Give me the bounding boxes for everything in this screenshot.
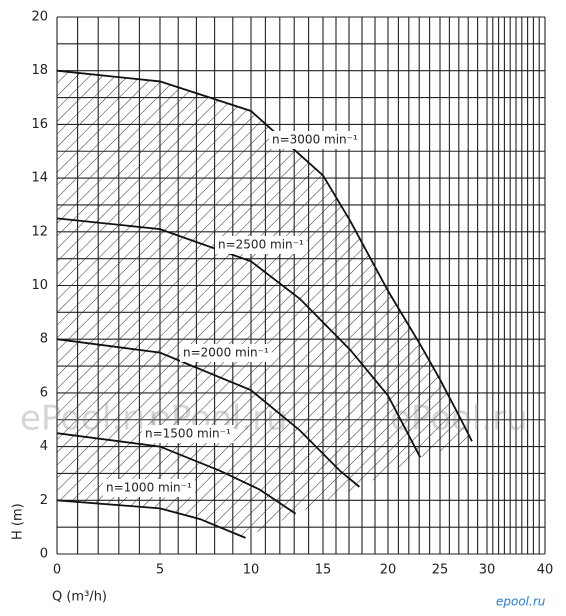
curve-label: n=1000 min⁻¹ — [106, 481, 192, 495]
y-tick-label: 2 — [40, 493, 48, 508]
x-tick-label: 20 — [380, 563, 397, 578]
y-tick-label: 20 — [31, 10, 48, 25]
x-tick-label: 15 — [315, 563, 332, 578]
curve — [56, 432, 297, 515]
y-tick-label: 16 — [31, 117, 48, 132]
x-tick-label: 30 — [479, 563, 496, 578]
y-tick-label: 8 — [40, 332, 48, 347]
curve-label: n=2500 min⁻¹ — [218, 238, 304, 252]
watermark: ePool.ru — [390, 399, 528, 439]
curve — [56, 217, 422, 458]
y-tick-label: 0 — [40, 547, 48, 562]
curve — [56, 338, 360, 488]
y-tick-label: 12 — [31, 224, 48, 239]
y-axis-label: H (m) — [11, 503, 26, 540]
logo: epool.ru — [496, 595, 546, 609]
x-tick-label: 25 — [432, 563, 449, 578]
x-tick-label: 0 — [53, 563, 61, 578]
y-tick-label: 14 — [31, 171, 48, 186]
label-background — [142, 425, 234, 443]
curve — [56, 69, 473, 442]
y-tick-label: 18 — [31, 63, 48, 78]
label-background — [215, 236, 307, 254]
label-background — [180, 344, 272, 362]
curve-label: n=3000 min⁻¹ — [272, 133, 358, 147]
curve-label: n=2000 min⁻¹ — [183, 346, 269, 360]
x-axis-label: Q (m³/h) — [52, 590, 107, 605]
x-tick-label: 10 — [243, 563, 260, 578]
curve-label: n=1500 min⁻¹ — [145, 427, 231, 441]
label-background — [269, 131, 361, 149]
x-tick-label: 5 — [156, 563, 164, 578]
y-tick-label: 6 — [40, 385, 48, 400]
hatched-area — [57, 70, 472, 538]
curve — [56, 499, 246, 539]
watermark: ePool.ru — [20, 399, 158, 439]
x-tick-label: 40 — [537, 563, 554, 578]
y-tick-label: 10 — [31, 278, 48, 293]
label-background — [103, 479, 195, 497]
y-tick-label: 4 — [40, 439, 48, 454]
